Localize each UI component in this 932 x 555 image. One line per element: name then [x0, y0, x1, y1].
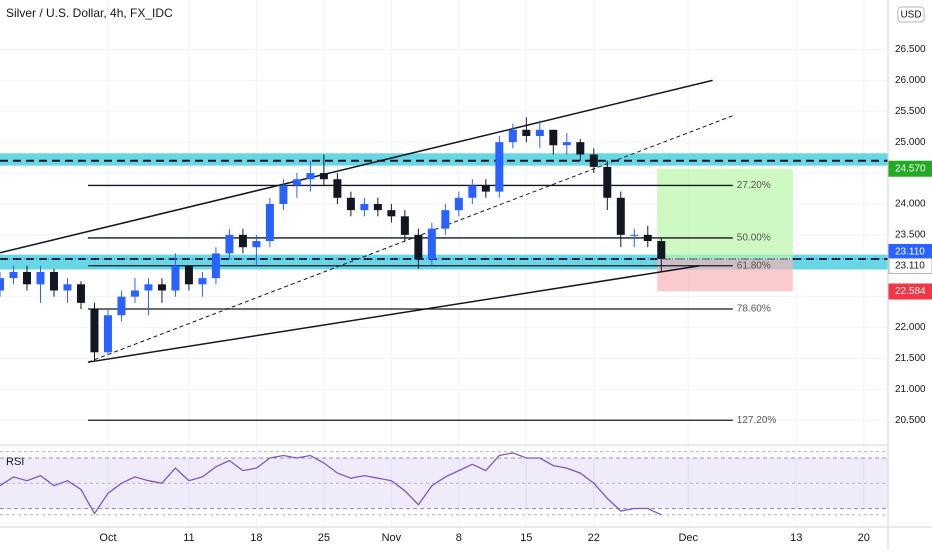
candle-body: [22, 271, 31, 285]
x-tick-label: 18: [250, 532, 262, 544]
x-tick-label: 8: [456, 532, 462, 544]
candle-body: [333, 179, 342, 198]
candle-body: [103, 315, 112, 353]
x-tick-label: 15: [520, 532, 532, 544]
y-tick-label: 24.000: [895, 199, 926, 210]
candle-body: [387, 210, 396, 217]
candle-body: [36, 271, 45, 285]
candle-body: [265, 203, 274, 242]
trendline: [87, 114, 735, 363]
rsi-line: [0, 452, 662, 516]
chart-title: Silver / U.S. Dollar, 4h, FX_IDC: [6, 6, 173, 20]
candle-body: [535, 129, 544, 136]
price-label: 23.110: [895, 247, 925, 258]
price-label: 23.110: [895, 261, 925, 272]
fib-label: 27.20%: [737, 180, 771, 191]
candle-body: [63, 284, 72, 291]
y-tick-label: 26.000: [895, 75, 926, 86]
candle-body: [657, 241, 666, 259]
candle-body: [0, 278, 4, 291]
x-tick-label: 25: [318, 532, 330, 544]
x-tick-label: Oct: [99, 532, 116, 544]
candle-body: [508, 129, 517, 143]
candle-body: [589, 154, 598, 167]
zone: [0, 153, 888, 166]
candle-body: [616, 197, 625, 235]
candle-body: [292, 179, 301, 186]
price-label: 24.570: [895, 163, 926, 174]
currency-label: USD: [900, 10, 921, 21]
candle-body: [184, 265, 193, 285]
candle-body: [643, 234, 652, 242]
trendline: [0, 79, 713, 254]
fib-label: 78.60%: [737, 304, 771, 315]
candle-body: [157, 284, 166, 291]
candle-body: [360, 203, 369, 211]
axis-bg: [888, 0, 932, 550]
y-tick-label: 22.000: [895, 322, 926, 333]
x-tick-label: Dec: [678, 532, 698, 544]
axis-bg: [0, 527, 932, 550]
y-tick-label: 25.000: [895, 137, 926, 148]
candle-body: [130, 290, 139, 297]
y-tick-label: 21.500: [895, 353, 926, 364]
candle-body: [373, 203, 382, 211]
candle-body: [562, 142, 571, 146]
price-label-bg: [888, 160, 932, 177]
candle-body: [414, 234, 423, 260]
candle-body: [171, 265, 180, 291]
candle-body: [522, 129, 531, 136]
x-tick-label: 11: [183, 532, 194, 544]
price-label-bg: [888, 283, 932, 300]
candle-body: [319, 173, 328, 180]
fib-label: 127.20%: [737, 415, 777, 426]
candle-body: [76, 284, 85, 303]
candle-body: [400, 216, 409, 235]
candle-body: [252, 241, 261, 248]
y-tick-label: 23.500: [895, 230, 926, 241]
x-tick-label: Nov: [382, 532, 402, 544]
y-tick-label: 25.500: [895, 106, 926, 117]
fib-label: 50.00%: [737, 233, 771, 244]
y-tick-label: 26.500: [895, 44, 926, 55]
candle-body: [117, 296, 126, 316]
currency-box: [897, 6, 925, 23]
candle-body: [603, 166, 612, 198]
candle-body: [198, 278, 207, 285]
candle-body: [306, 173, 315, 180]
price-label: 22.584: [895, 286, 926, 297]
price-label-bg: [888, 257, 932, 274]
y-tick-label: 21.000: [895, 384, 926, 395]
candle-body: [576, 142, 585, 155]
candle-body: [495, 142, 504, 192]
candle-body: [90, 309, 99, 353]
candle-body: [468, 185, 477, 198]
loss-zone: [657, 258, 793, 292]
trendline: [87, 265, 700, 363]
x-tick-label: 22: [588, 532, 600, 544]
candle-body: [481, 185, 490, 192]
candle-body: [211, 253, 220, 279]
y-tick-label: 20.500: [895, 415, 926, 426]
fib-label: 61.80%: [737, 260, 771, 271]
rsi-label: RSI: [6, 456, 24, 468]
candle-body: [441, 210, 450, 229]
candle-body: [225, 234, 234, 254]
profit-zone: [657, 168, 793, 259]
candle-body: [238, 234, 247, 248]
candle-body: [346, 197, 355, 211]
candle-body: [454, 197, 463, 211]
candle-body: [279, 185, 288, 204]
candle-body: [9, 271, 18, 279]
candle-body: [630, 234, 639, 236]
candle-body: [49, 271, 58, 291]
candle-body: [144, 284, 153, 291]
candle-body: [549, 129, 558, 146]
candle-body: [427, 228, 436, 260]
x-tick-label: 20: [858, 532, 870, 544]
x-tick-label: 13: [790, 532, 802, 544]
